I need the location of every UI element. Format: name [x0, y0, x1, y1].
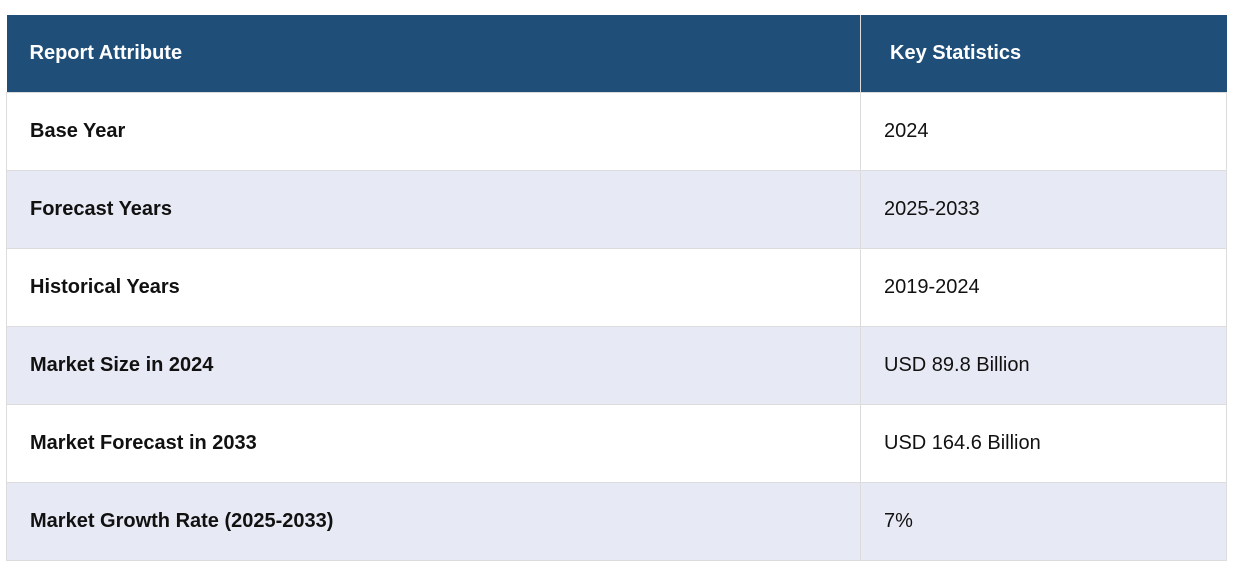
- row-attribute: Forecast Years: [6, 169, 861, 249]
- row-value: 7%: [860, 481, 1227, 561]
- row-attribute: Base Year: [6, 91, 861, 171]
- table-row: Historical Years 2019-2024: [6, 247, 1227, 327]
- table-row: Market Growth Rate (2025-2033) 7%: [6, 481, 1227, 561]
- header-key-statistics: Key Statistics: [860, 15, 1227, 92]
- row-value: 2024: [860, 91, 1227, 171]
- row-attribute: Market Growth Rate (2025-2033): [6, 481, 861, 561]
- table-row: Market Forecast in 2033 USD 164.6 Billio…: [6, 403, 1227, 483]
- header-report-attribute: Report Attribute: [6, 15, 861, 92]
- row-value: 2019-2024: [860, 247, 1227, 327]
- row-attribute: Historical Years: [6, 247, 861, 327]
- row-value: USD 164.6 Billion: [860, 403, 1227, 483]
- table-row: Base Year 2024: [6, 91, 1227, 171]
- table-body: Base Year 2024 Forecast Years 2025-2033 …: [6, 91, 1227, 561]
- header-row: Report Attribute Key Statistics: [6, 15, 1227, 92]
- report-table-container: Report Attribute Key Statistics Base Yea…: [6, 15, 1227, 561]
- report-statistics-table: Report Attribute Key Statistics Base Yea…: [6, 15, 1227, 561]
- table-row: Forecast Years 2025-2033: [6, 169, 1227, 249]
- row-attribute: Market Size in 2024: [6, 325, 861, 405]
- row-value: 2025-2033: [860, 169, 1227, 249]
- row-attribute: Market Forecast in 2033: [6, 403, 861, 483]
- row-value: USD 89.8 Billion: [860, 325, 1227, 405]
- table-row: Market Size in 2024 USD 89.8 Billion: [6, 325, 1227, 405]
- table-header: Report Attribute Key Statistics: [6, 15, 1227, 92]
